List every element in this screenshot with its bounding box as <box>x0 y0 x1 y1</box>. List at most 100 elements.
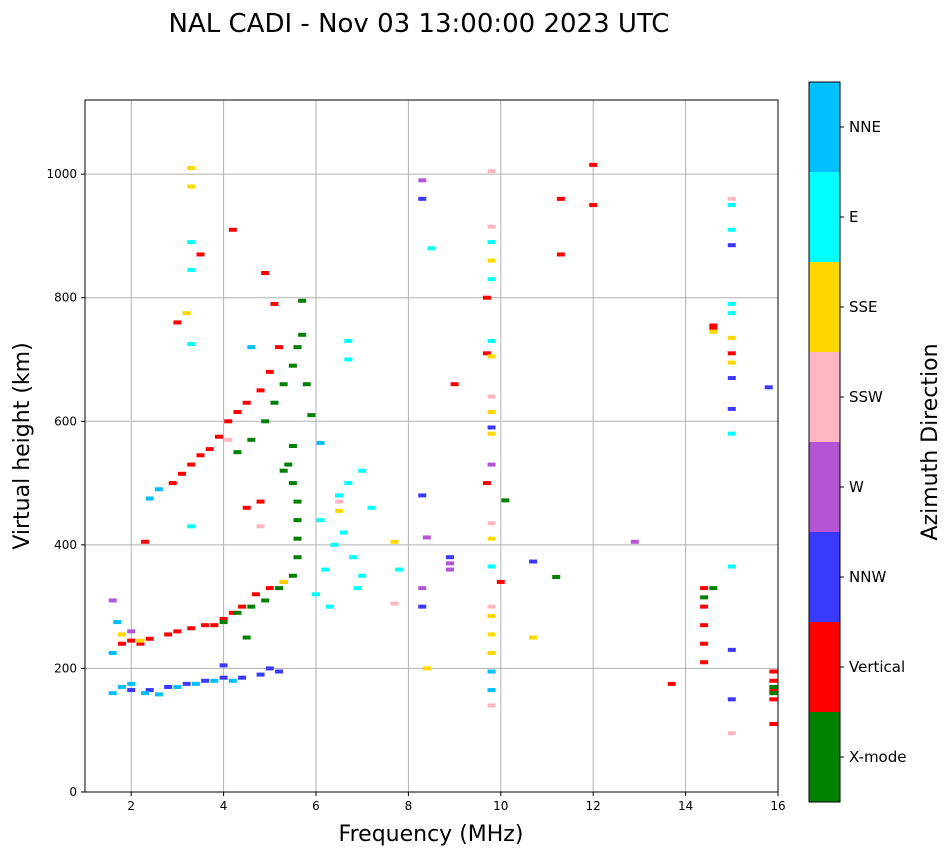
data-point <box>145 496 154 501</box>
colorbar-tick-label: E <box>849 208 858 226</box>
data-point <box>769 684 778 689</box>
data-point <box>182 681 191 686</box>
data-point <box>700 604 709 609</box>
data-point <box>228 227 237 232</box>
data-point <box>247 345 256 350</box>
colorbar-segment <box>809 82 840 172</box>
data-point <box>154 692 163 697</box>
data-point <box>445 555 454 560</box>
data-point <box>344 338 353 343</box>
data-point <box>108 691 117 696</box>
data-point <box>316 518 325 523</box>
data-point <box>700 641 709 646</box>
data-point <box>279 382 288 387</box>
grid-lines <box>85 100 779 793</box>
data-point <box>769 722 778 727</box>
data-point <box>335 493 344 498</box>
series-sse <box>117 165 736 671</box>
data-point <box>358 468 367 473</box>
data-point <box>358 573 367 578</box>
data-point <box>256 524 265 529</box>
colorbar-segment <box>809 442 840 532</box>
data-point <box>256 672 265 677</box>
data-point <box>168 481 177 486</box>
data-point <box>224 437 233 442</box>
data-point <box>187 267 196 272</box>
data-point <box>275 669 284 674</box>
data-point <box>288 444 297 448</box>
data-point <box>727 335 736 340</box>
data-point <box>242 505 251 510</box>
data-point <box>556 196 565 201</box>
data-point <box>769 678 778 683</box>
series-e <box>187 203 736 609</box>
data-point <box>764 385 773 390</box>
data-point <box>727 376 736 381</box>
data-point <box>630 539 639 544</box>
data-point <box>418 604 427 609</box>
data-point <box>487 521 496 526</box>
data-point <box>487 338 496 343</box>
data-point <box>293 536 302 541</box>
colorbar-tick-label: SSE <box>849 298 878 316</box>
data-point <box>367 505 376 510</box>
data-point <box>330 542 339 547</box>
y-axis-label: Virtual height (km) <box>10 342 35 549</box>
data-point <box>270 301 279 306</box>
data-point <box>187 342 196 347</box>
data-point <box>214 434 223 439</box>
colorbar-segment <box>809 532 840 622</box>
data-point <box>418 178 427 183</box>
data-point <box>164 684 173 689</box>
data-point <box>487 431 496 436</box>
data-point <box>117 641 126 646</box>
colorbar-tick-label: NNE <box>849 118 881 136</box>
data-point <box>187 462 196 467</box>
data-point <box>219 620 228 625</box>
data-point <box>141 691 150 696</box>
data-point <box>700 660 709 665</box>
data-point <box>769 688 778 693</box>
data-point <box>589 203 598 208</box>
data-point <box>173 684 182 689</box>
data-point <box>108 598 117 603</box>
data-point <box>727 301 736 306</box>
data-point <box>288 481 297 486</box>
data-point <box>529 559 538 564</box>
data-point <box>487 564 496 569</box>
data-point <box>445 567 454 572</box>
data-point <box>552 574 561 579</box>
data-point <box>256 499 265 504</box>
data-point <box>117 632 126 637</box>
data-point <box>228 610 237 615</box>
data-point <box>302 382 311 387</box>
data-point <box>210 623 219 628</box>
data-point <box>344 357 353 362</box>
x-tick-label: 10 <box>493 799 508 813</box>
data-point <box>325 604 334 609</box>
data-point <box>238 675 247 680</box>
data-point <box>700 586 709 591</box>
data-point <box>335 499 344 504</box>
data-point <box>769 697 778 702</box>
data-point <box>487 613 496 618</box>
data-point <box>487 669 496 674</box>
data-point <box>727 564 736 569</box>
data-point <box>321 567 330 572</box>
data-point <box>529 635 538 640</box>
data-point <box>727 697 736 702</box>
data-point <box>238 604 247 609</box>
data-point <box>487 703 496 708</box>
data-point <box>501 498 510 503</box>
data-point <box>487 224 496 229</box>
data-point <box>279 579 288 584</box>
data-point <box>210 678 219 683</box>
data-point <box>496 579 505 584</box>
data-point <box>265 586 274 591</box>
data-point <box>251 592 260 597</box>
data-point <box>422 535 431 540</box>
data-point <box>769 669 778 674</box>
data-point <box>482 351 491 356</box>
data-point <box>164 632 173 637</box>
data-point <box>482 295 491 300</box>
